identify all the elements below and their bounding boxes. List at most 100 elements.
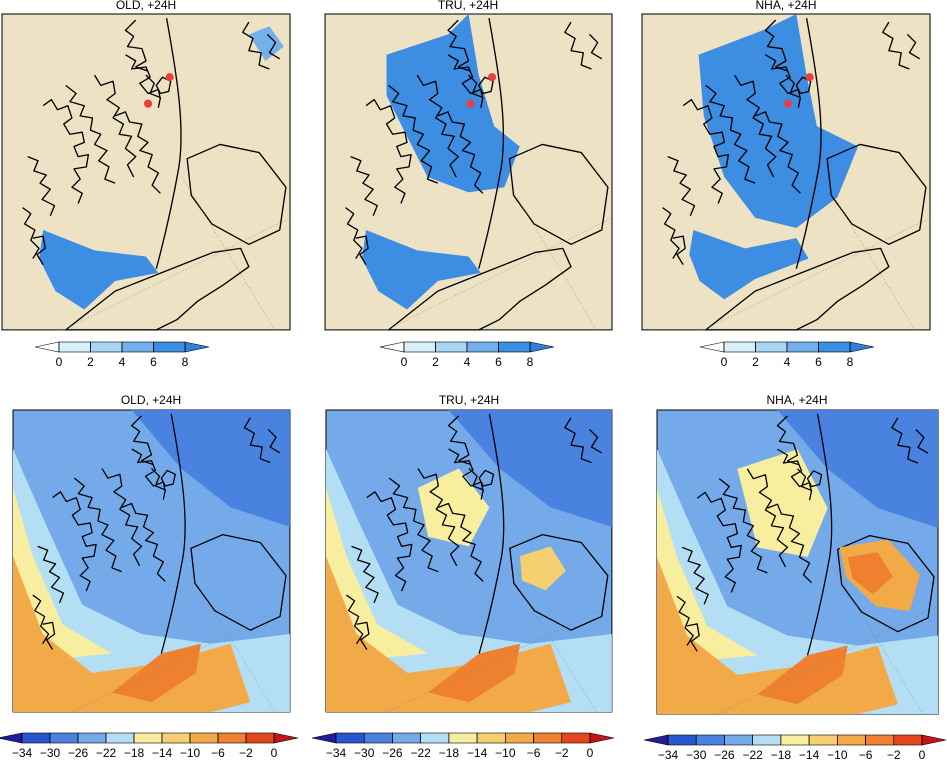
colorbar-tick-label: −30 [686,748,707,762]
colorbar-segment [498,341,531,353]
map-panel [325,409,613,713]
colorbar-tick-label: −34 [12,746,33,760]
colorbar-segment [808,734,838,746]
colorbar-segment [865,734,895,746]
colorbar-segment [561,732,591,744]
colorbar-extend [273,732,299,744]
colorbar-tick-label: 0 [401,355,408,369]
colorbar-segment [724,734,753,746]
colorbar-tick-label: −6 [527,746,541,760]
colorbar-extend [184,341,210,353]
colorbar-tick-label: −10 [827,748,848,762]
colorbar-segment [435,341,468,353]
colorbar-segment [780,734,810,746]
panel-title: NHA, +24H [766,393,827,407]
colorbar-segment [363,732,393,744]
colorbar-tick-label: 0 [919,748,926,762]
colorbar-segment [105,732,135,744]
colorbar-segment [121,341,154,353]
colorbar-extend [849,341,875,353]
colorbar-tick-label: −22 [742,748,763,762]
colorbar-segment [533,732,563,744]
colorbar-tick-label: −34 [326,746,347,760]
colorbar-segment [77,732,107,744]
colorbar-segment [90,341,123,353]
colorbar-segment [21,732,51,744]
colorbar-extend [921,734,947,746]
colorbar-extend [643,734,669,746]
colorbar-tick-label: −30 [354,746,375,760]
colorbar-tick-label: 4 [119,355,126,369]
colorbar-segment [466,341,499,353]
colorbar-tick-label: 6 [495,355,502,369]
panel-title: NHA, +24H [755,0,816,12]
colorbar-tick-label: −26 [382,746,403,760]
colorbar-tick-label: −22 [410,746,431,760]
colorbar-tick-label: −26 [68,746,89,760]
colorbar-segment [133,732,163,744]
colorbar-tick-label: 4 [464,355,471,369]
colorbar-segment [420,732,450,744]
colorbar-segment [818,341,851,353]
colorbar-tick-label: −18 [771,748,792,762]
colorbar-tick-label: −2 [555,746,569,760]
colorbar-segment [161,732,191,744]
colorbar-tick-label: 2 [87,355,94,369]
panel-title: TRU, +24H [439,393,499,407]
colorbar-segment [335,732,365,744]
colorbar-segment [723,341,756,353]
colorbar-segment [392,732,421,744]
map-panel [1,13,291,331]
colorbar-tick-label: −10 [180,746,201,760]
colorbar-segment [153,341,186,353]
colorbar-extend [311,732,337,744]
colorbar-tick-label: −18 [124,746,145,760]
colorbar-tick-label: −6 [211,746,225,760]
map-panel [656,409,939,715]
colorbar-segment [476,732,506,744]
colorbar-extend [699,341,725,353]
colorbar-tick-label: 8 [182,355,189,369]
colorbar-segment [49,732,79,744]
colorbar-extend [589,732,615,744]
panel-title: TRU, +24H [438,0,498,12]
colorbar-tick-label: −22 [96,746,117,760]
colorbar-segment [448,732,478,744]
map-panel [12,409,291,713]
panel-title: OLD, +24H [121,393,181,407]
colorbar-tick-label: 6 [150,355,157,369]
colorbar-tick-label: −10 [495,746,516,760]
colorbar-tick-label: −26 [714,748,735,762]
colorbar-tick-label: 8 [527,355,534,369]
colorbar-segment [245,732,275,744]
colorbar-segment [505,732,534,744]
colorbar-extend [34,341,60,353]
colorbar-tick-label: 0 [56,355,63,369]
colorbar-tick-label: −2 [887,748,901,762]
colorbar-tick-label: 6 [815,355,822,369]
colorbar-segment [755,341,788,353]
colorbar-tick-label: −2 [239,746,253,760]
colorbar-tick-label: 0 [721,355,728,369]
map-panel [641,13,931,331]
colorbar-tick-label: 4 [784,355,791,369]
colorbar-segment [893,734,923,746]
colorbar-segment [403,341,436,353]
colorbar-tick-label: 8 [847,355,854,369]
colorbar-segment [189,732,219,744]
colorbar-tick-label: −30 [40,746,61,760]
colorbar-tick-label: −14 [799,748,820,762]
colorbar-tick-label: −14 [467,746,488,760]
panel-title: OLD, +24H [116,0,176,12]
colorbar-segment [786,341,819,353]
map-panel [324,13,613,331]
colorbar-segment [667,734,697,746]
colorbar-segment [695,734,725,746]
colorbar-tick-label: −14 [152,746,173,760]
colorbar-extend [0,732,23,744]
colorbar-tick-label: −6 [859,748,873,762]
colorbar-tick-label: −34 [658,748,679,762]
colorbar-segment [217,732,247,744]
colorbar-tick-label: 0 [587,746,594,760]
